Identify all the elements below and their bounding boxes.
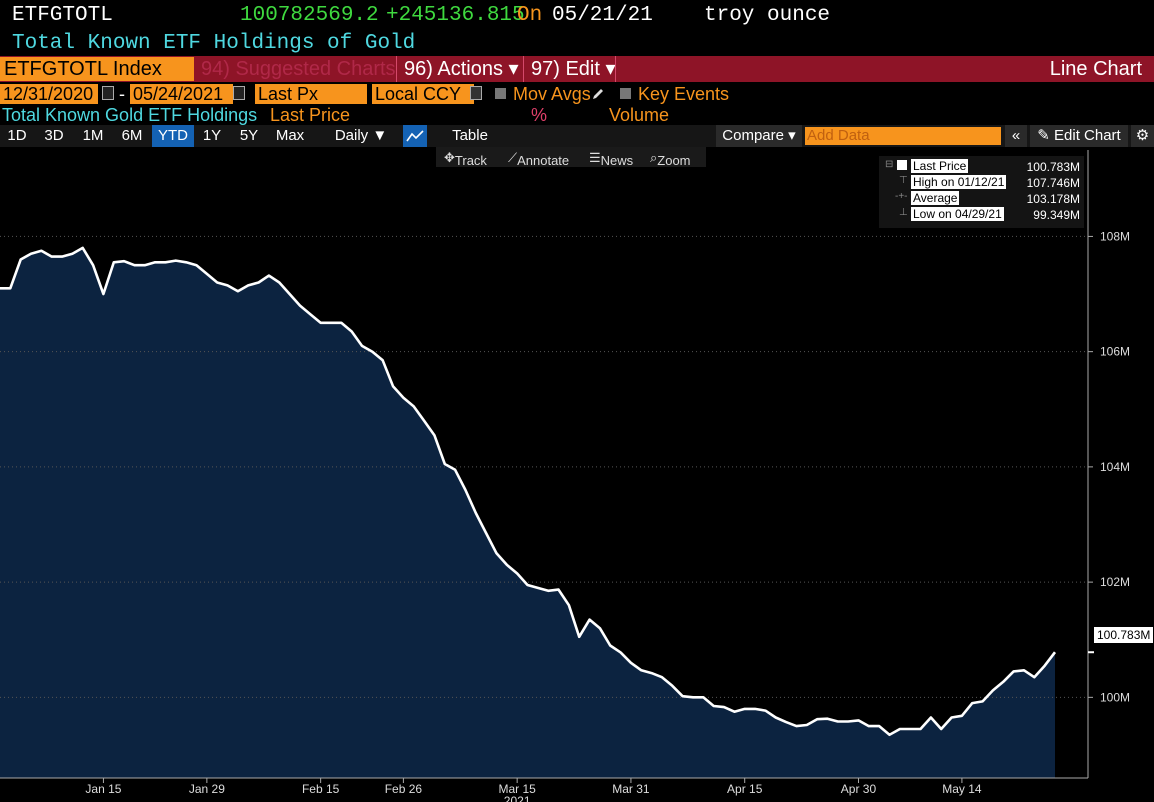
menu-divider [615,56,616,82]
end-date-input[interactable]: 05/24/2021 [130,84,233,104]
key-events-label[interactable]: Key Events [638,84,730,104]
chart-toolbar: 1D 3D 1M 6M YTD 1Y 5Y Max Daily ▼ Table Compare… [0,125,1154,147]
legend-label-high: High on 01/12/21 [911,175,1007,189]
security-description: Total Known ETF Holdings of Gold [12,32,416,55]
currency-select[interactable]: Local CCY [372,84,474,104]
calendar-icon[interactable] [102,86,114,100]
security-field[interactable]: ETFGTOTL Index [0,57,194,81]
calendar-icon[interactable] [233,86,245,100]
period-5y[interactable]: 5Y [239,127,259,144]
period-ytd[interactable]: YTD [152,125,194,147]
ticker: ETFGTOTL [12,4,113,27]
edit-chart-label: Edit Chart [1054,127,1121,144]
collapse-icon[interactable]: « [1005,125,1027,147]
plot-area: 100M 102M 104M 106M 108M Jan 15 Jan 29 Feb 15 Fe… [0,150,1130,802]
series-line [0,246,1057,737]
annotate-button[interactable]: ⟋ Annotate [508,150,570,168]
chart-subtoolbar: ✥ Track ⟋ Annotate ☰ News ⌕ Zoom [436,147,706,168]
period-3d[interactable]: 3D [44,127,64,144]
y-tick-label: 106M [1100,345,1130,359]
legend-value-last: 100.783M [1026,160,1080,174]
legend-value-low: 99.349M [1033,208,1080,222]
x-tick-label: Jan 15 [85,782,121,796]
chart-legend-box: ⊟ Last Price 100.783M ⊤ High on 01/12/21… [879,156,1084,228]
start-date-input[interactable]: 12/31/2020 [0,84,98,104]
gear-icon[interactable]: ⚙ [1131,125,1154,147]
period-1d[interactable]: 1D [7,127,27,144]
x-tick-label: Feb 26 [385,782,423,796]
value-date: 05/21/21 [552,4,653,27]
table-button[interactable]: Table [452,127,488,144]
series-area [0,247,1055,778]
suggested-charts-menu[interactable]: 94) Suggested Charts [201,58,396,80]
period-1y[interactable]: 1Y [202,127,222,144]
price-label: Last Price [270,105,351,125]
date-range-row: 12/31/2020 - 05/24/2021 Last Px Local CC… [0,83,1154,105]
field-select[interactable]: Last Px [255,84,367,104]
price-chart[interactable]: 100M 102M 104M 106M 108M Jan 15 Jan 29 Feb 15 Fe… [0,150,1154,802]
average-marker-icon: -+- [895,191,908,202]
x-tick-label: Mar 15 [498,782,536,796]
low-marker-icon: ⊥ [899,207,908,218]
line-chart-icon[interactable] [403,125,427,147]
last-value: 100782569.2 [240,4,379,27]
y-tick-label: 100M [1100,690,1130,704]
track-button[interactable]: ✥ Track [444,150,487,168]
dropdown-icon[interactable] [470,86,482,100]
legend-row: Total Known Gold ETF Holdings Last Price… [0,104,1154,126]
pencil-icon: ✎ [1037,127,1055,144]
legend-label-last: Last Price [911,159,969,173]
chart-type-label[interactable]: Line Chart [1049,58,1142,80]
net-change: +245136.815 [386,4,525,27]
key-events-checkbox[interactable] [620,88,631,99]
collapse-legend-icon[interactable]: ⊟ [885,159,894,170]
series-name: Total Known Gold ETF Holdings [2,105,258,125]
last-value-axis-label: 100.783M [1094,627,1154,643]
period-6m[interactable]: 6M [121,127,143,144]
pencil-icon[interactable] [591,87,605,101]
on-label: On [517,4,543,27]
menu-divider [396,56,397,82]
track-label: Track [454,153,487,168]
zoom-button[interactable]: ⌕ Zoom [650,150,691,168]
edit-chart-button[interactable]: ✎ Edit Chart [1030,125,1128,147]
compare-menu[interactable]: Compare ▾ [716,125,802,147]
mov-avgs-label[interactable]: Mov Avgs [513,84,591,104]
menu-bar: ETFGTOTL Index 94) Suggested Charts 96) … [0,56,1154,82]
add-data-input[interactable]: Add Data [805,127,1001,145]
news-label: News [600,153,634,168]
percent-label: % [531,105,548,125]
legend-label-average: Average [911,191,960,205]
zoom-label: Zoom [657,153,691,168]
y-tick-label: 102M [1100,575,1130,589]
mov-avgs-checkbox[interactable] [495,88,506,99]
x-tick-label: Jan 29 [189,782,225,796]
annotate-label: Annotate [517,153,570,168]
y-tick-label: 108M [1100,229,1130,243]
period-max[interactable]: Max [275,127,305,144]
security-description-row: Total Known ETF Holdings of Gold [0,30,1154,56]
security-header: ETFGTOTL 100782569.2 +245136.815 On 05/2… [0,0,1154,30]
x-tick-label: Apr 15 [727,782,763,796]
x-year-label: 2021 [504,794,531,802]
x-tick-label: May 14 [942,782,982,796]
news-button[interactable]: ☰ News [589,150,634,168]
last-price-swatch [897,160,907,170]
date-dash: - [119,84,125,104]
x-tick-label: Feb 15 [302,782,340,796]
menu-divider [523,56,524,82]
high-marker-icon: ⊤ [899,175,908,186]
legend-value-high: 107.746M [1026,176,1080,190]
volume-label: Volume [609,105,670,125]
legend-label-low: Low on 04/29/21 [911,207,1004,221]
y-tick-label: 104M [1100,460,1130,474]
unit-label: troy ounce [704,4,831,27]
x-tick-label: Mar 31 [612,782,650,796]
legend-value-average: 103.178M [1026,192,1080,206]
x-tick-label: Apr 30 [841,782,877,796]
period-1m[interactable]: 1M [82,127,104,144]
frequency-select[interactable]: Daily ▼ [334,127,388,144]
edit-menu[interactable]: 97) Edit ▾ [531,58,616,80]
actions-menu[interactable]: 96) Actions ▾ [404,58,519,80]
